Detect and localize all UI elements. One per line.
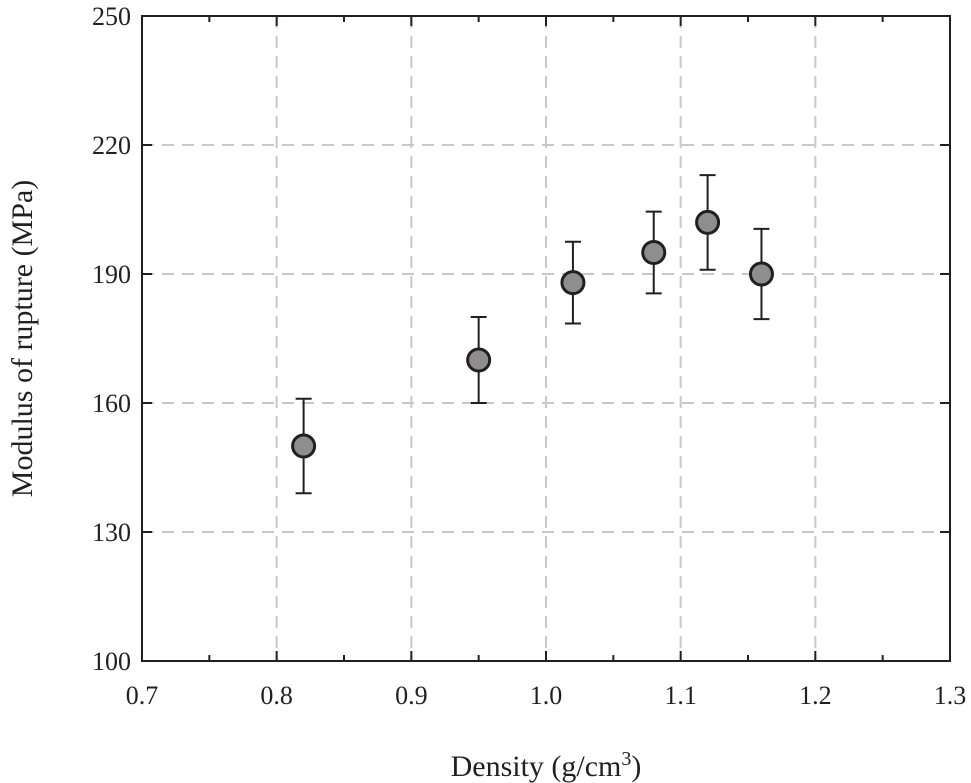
data-point xyxy=(748,261,774,287)
y-tick-label: 190 xyxy=(92,260,131,289)
x-axis-title: Density (g/cm3) xyxy=(451,748,642,783)
x-tick-label: 0.7 xyxy=(126,681,159,710)
y-tick-label: 250 xyxy=(92,2,131,31)
grid-layer xyxy=(142,16,950,661)
x-axis-title-suffix: ) xyxy=(631,750,641,783)
y-tick-label: 130 xyxy=(92,518,131,547)
y-tick-label: 160 xyxy=(92,389,131,418)
x-tick-label: 1.0 xyxy=(530,681,563,710)
data-point xyxy=(560,270,586,296)
data-point xyxy=(641,240,667,265)
data-point xyxy=(695,209,721,235)
x-tick-label: 1.2 xyxy=(799,681,832,710)
y-axis-title: Modulus of rupture (MPa) xyxy=(6,180,39,497)
y-tick-label: 220 xyxy=(92,131,131,160)
x-tick-label: 1.3 xyxy=(934,681,967,710)
x-tick-label: 0.8 xyxy=(260,681,293,710)
tick-layer xyxy=(141,15,951,662)
x-tick-label: 0.9 xyxy=(395,681,428,710)
x-tick-label: 1.1 xyxy=(664,681,697,710)
y-tick-label: 100 xyxy=(92,647,131,676)
x-axis-title-superscript: 3 xyxy=(621,748,631,770)
x-axis-title-main: Density (g/cm xyxy=(451,750,622,783)
data-point xyxy=(291,433,317,459)
point-layer xyxy=(291,209,774,459)
data-point xyxy=(466,347,492,373)
tick-label-layer: 0.7 0.8 0.9 1.0 1.1 1.2 1.3 100 130 160 190 220 250 xyxy=(92,2,966,710)
